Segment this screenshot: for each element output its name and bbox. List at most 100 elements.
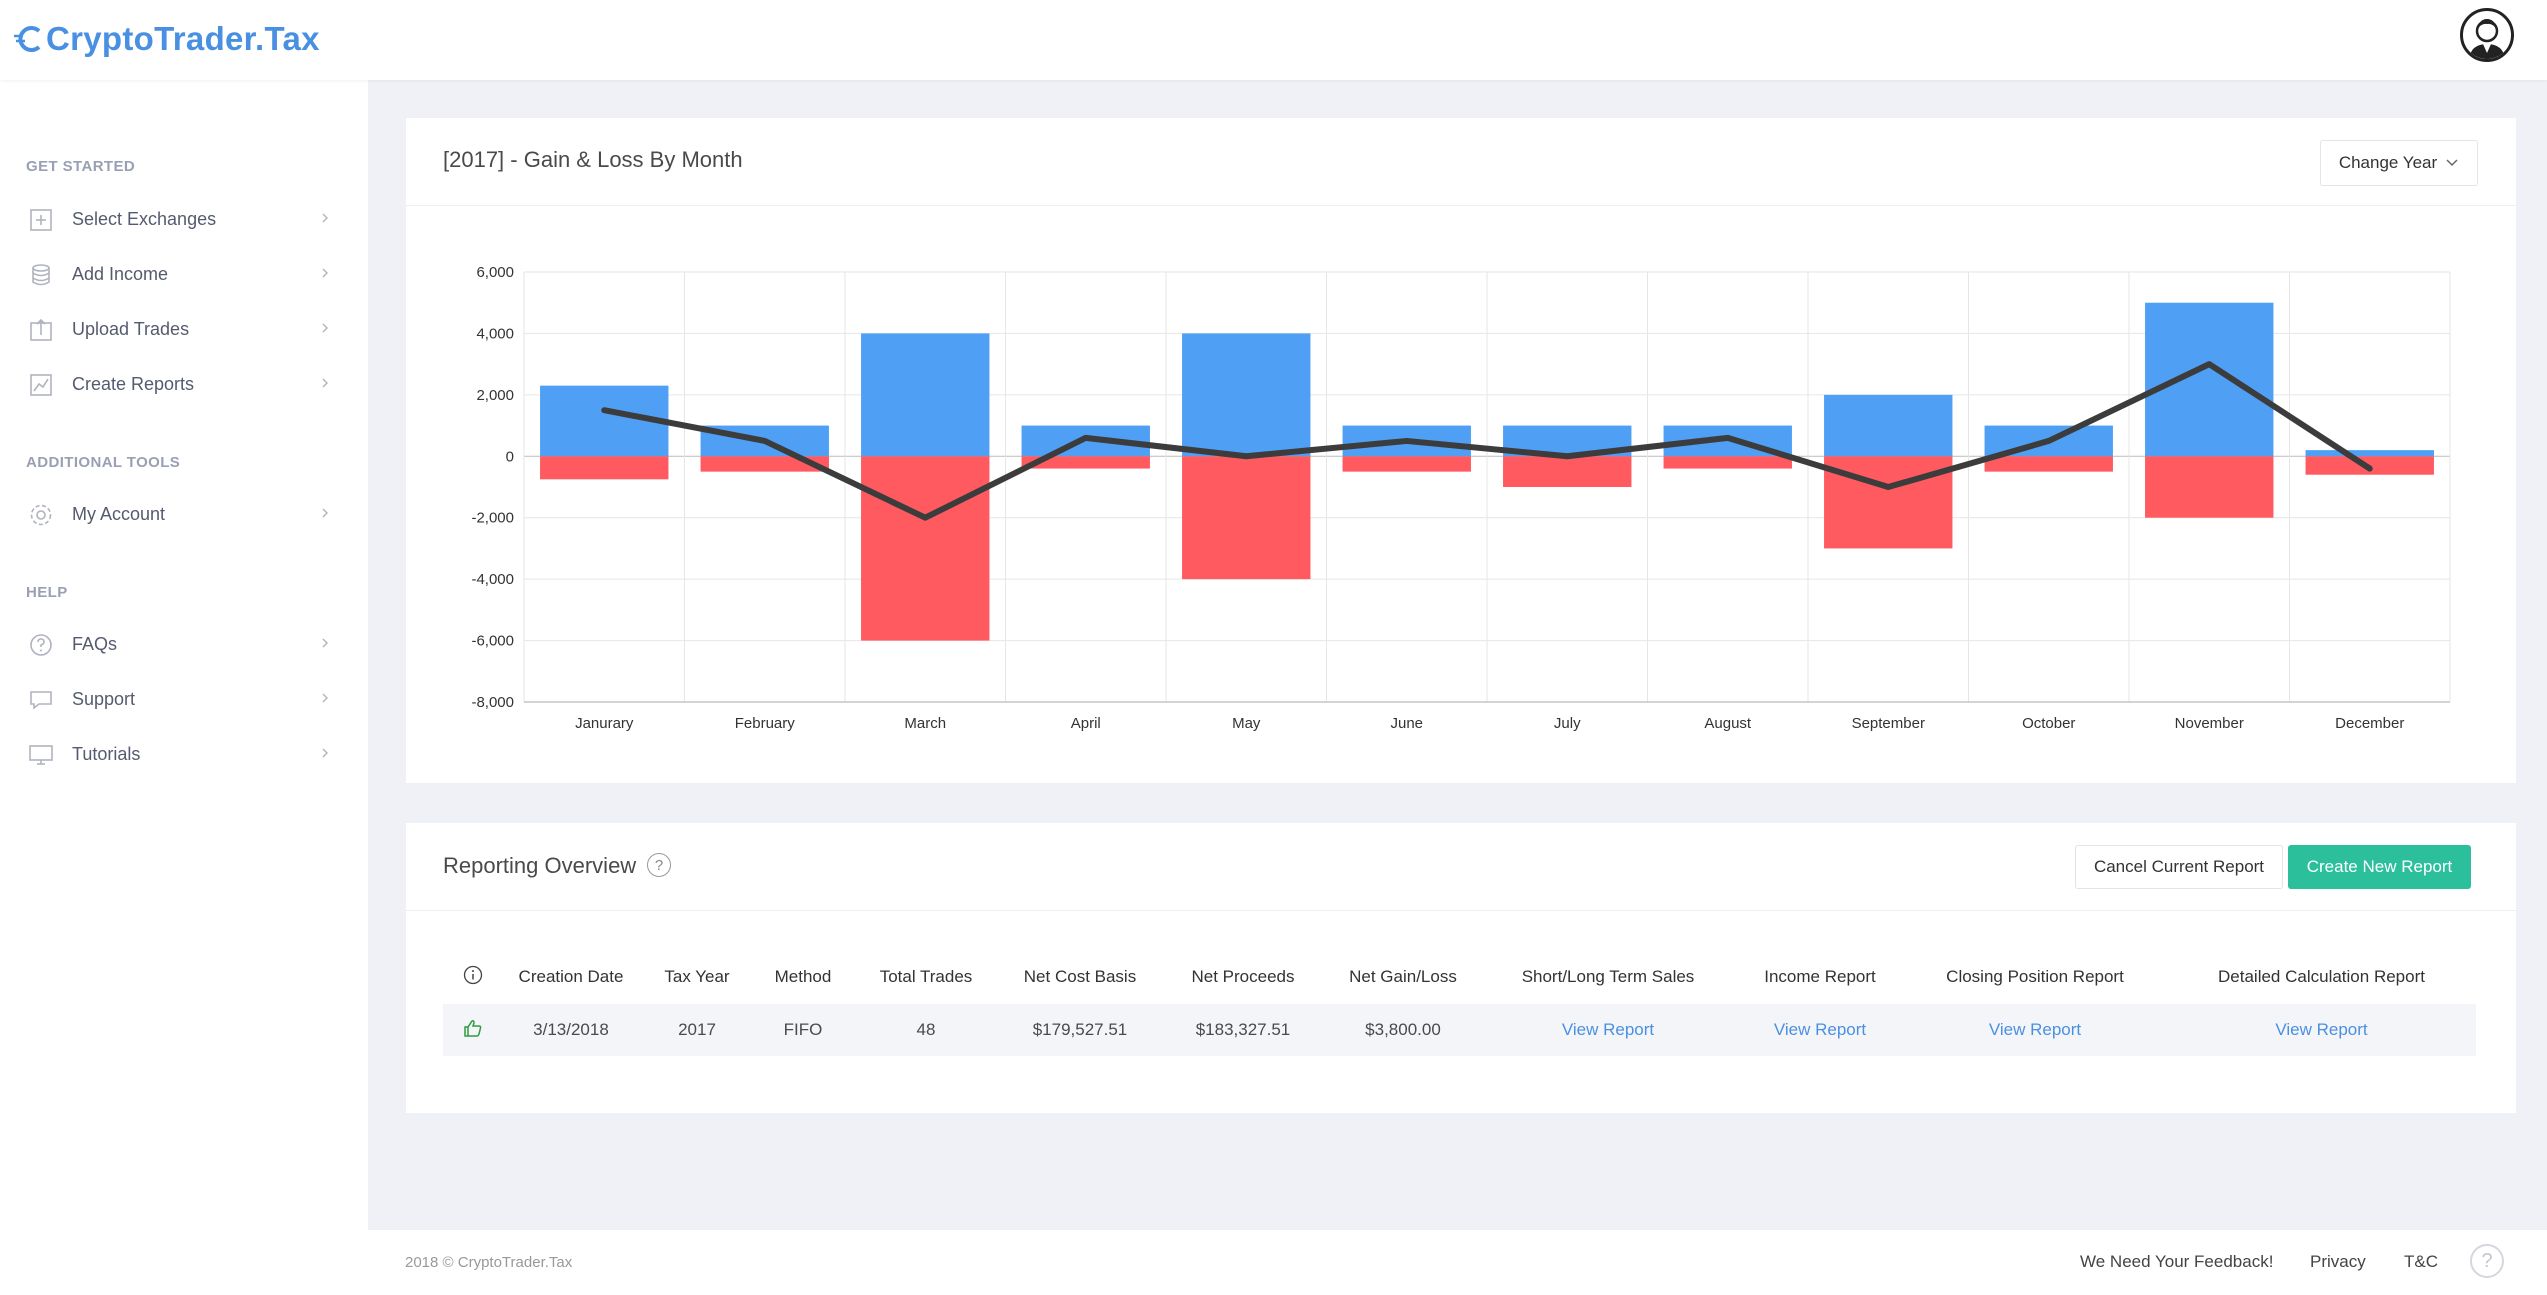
col-net-gain-loss: Net Gain/Loss [1349,967,1457,986]
x-tick-label: September [1852,715,1925,732]
chevron-right-icon [322,268,328,278]
sidebar-item-select-exchanges[interactable]: Select Exchanges [0,194,368,244]
change-year-dropdown[interactable]: Change Year [2320,140,2478,186]
change-year-label: Change Year [2338,153,2438,172]
x-tick-label: February [735,715,796,732]
bar [700,456,829,472]
y-tick-label: -2,000 [471,510,514,527]
sidebar-section-help: HELP [26,584,68,601]
bar [861,333,990,457]
cell-net-cost-basis: $179,527.51 [1001,1004,1159,1056]
sidebar-item-label: Tutorials [72,743,141,764]
help-circle-icon[interactable]: ? [2470,1244,2504,1278]
chevron-right-icon [322,378,328,388]
bar [1021,456,1150,469]
bar [540,456,669,480]
col-income-report: Income Report [1764,967,1876,986]
cell-total-trades: 48 [851,1004,1001,1056]
col-creation-date: Creation Date [518,967,624,986]
y-tick-label: -8,000 [471,694,514,711]
y-tick-label: 6,000 [476,264,514,281]
col-short-long-term-sales: Short/Long Term Sales [1521,967,1695,986]
col-closing-position-report: Closing Position Report [1946,967,2124,986]
chevron-right-icon [322,693,328,703]
chevron-right-icon [322,508,328,518]
privacy-link[interactable]: Privacy [2310,1252,2366,1271]
sidebar-item-create-reports[interactable]: Create Reports [0,359,368,409]
bar [2145,302,2274,457]
bar [1824,394,1953,457]
y-tick-label: -4,000 [471,571,514,588]
chart-icon [30,374,52,396]
cell-net-gain-loss: $3,800.00 [1327,1004,1479,1056]
coins-icon [32,264,50,286]
sidebar-item-add-income[interactable]: Add Income [0,249,368,299]
sidebar-item-upload-trades[interactable]: Upload Trades [0,304,368,354]
x-tick-label: May [1232,715,1261,732]
bar [1182,333,1311,457]
y-tick-label: 0 [506,448,514,465]
view-detailed-calculation-report-link[interactable]: View Report [2275,1020,2368,1039]
x-tick-label: March [904,715,946,732]
view-short-long-report-link[interactable]: View Report [1561,1020,1655,1039]
sidebar-item-my-account[interactable]: My Account [0,489,368,539]
chevron-right-icon [322,638,328,648]
user-avatar-icon[interactable] [2460,8,2514,62]
logo-text: CryptoTrader.Tax [46,20,320,57]
logo[interactable]: CryptoTrader.Tax [14,14,320,64]
bar [1182,456,1311,580]
bar [1984,456,2113,472]
sidebar-item-label: Select Exchanges [72,208,217,229]
x-tick-label: Janurary [575,715,634,732]
series-line [601,361,2373,521]
y-tick-label: -6,000 [471,633,514,650]
sidebar-item-faqs[interactable]: FAQs [0,619,368,669]
card-divider [406,910,2516,911]
info-icon [443,950,503,1004]
cell-creation-date: 3/13/2018 [503,1004,639,1056]
bar [861,456,990,641]
help-question-icon[interactable]: ? [647,853,671,877]
copyright-text: 2018 © CryptoTrader.Tax [405,1254,573,1271]
sidebar-item-label: FAQs [72,633,118,654]
reporting-overview-title: Reporting Overview [443,853,637,878]
y-tick-label: 4,000 [476,325,514,342]
upload-icon [30,318,52,341]
x-tick-label: December [2335,715,2404,732]
sidebar-item-label: Upload Trades [72,318,190,339]
sidebar-item-tutorials[interactable]: Tutorials [0,729,368,779]
y-tick-label: 2,000 [476,387,514,404]
chevron-right-icon [322,748,328,758]
col-tax-year: Tax Year [664,967,730,986]
reports-table: Creation Date Tax Year Method Total Trad… [443,950,2476,1056]
sidebar-item-label: Add Income [72,263,169,284]
monitor-icon [29,745,53,765]
gain-loss-chart: 6,000 4,000 2,000 0 -2,000 -4,000 -6,000 -8,000… [471,264,2451,732]
bar [1342,456,1471,472]
gear-icon [30,504,52,526]
col-total-trades: Total Trades [879,967,973,986]
sidebar-item-support[interactable]: Support [0,674,368,724]
create-new-report-button[interactable]: Create New Report [2288,845,2471,889]
chevron-right-icon [322,213,328,223]
cancel-current-report-button[interactable]: Cancel Current Report [2075,845,2283,889]
question-icon [30,634,52,656]
feedback-link[interactable]: We Need Your Feedback! [2080,1252,2274,1271]
logo-icon [14,26,41,52]
cell-method: FIFO [755,1004,851,1056]
terms-link[interactable]: T&C [2404,1252,2438,1271]
thumbs-up-icon [443,1004,503,1056]
sidebar-section-additional-tools: ADDITIONAL TOOLS [26,454,181,471]
view-closing-position-report-link[interactable]: View Report [1988,1020,2082,1039]
table-header-row: Creation Date Tax Year Method Total Trad… [443,950,2476,1004]
col-net-cost-basis: Net Cost Basis [1023,967,1137,986]
sidebar-item-label: My Account [72,503,166,524]
card-divider [406,205,2516,206]
add-box-icon [30,209,52,231]
chart-card-title: [2017] - Gain & Loss By Month [443,147,743,172]
bar [2305,450,2434,457]
cell-tax-year: 2017 [639,1004,755,1056]
view-income-report-link[interactable]: View Report [1773,1020,1867,1039]
cell-net-proceeds: $183,327.51 [1159,1004,1327,1056]
x-tick-label: June [1390,715,1423,732]
